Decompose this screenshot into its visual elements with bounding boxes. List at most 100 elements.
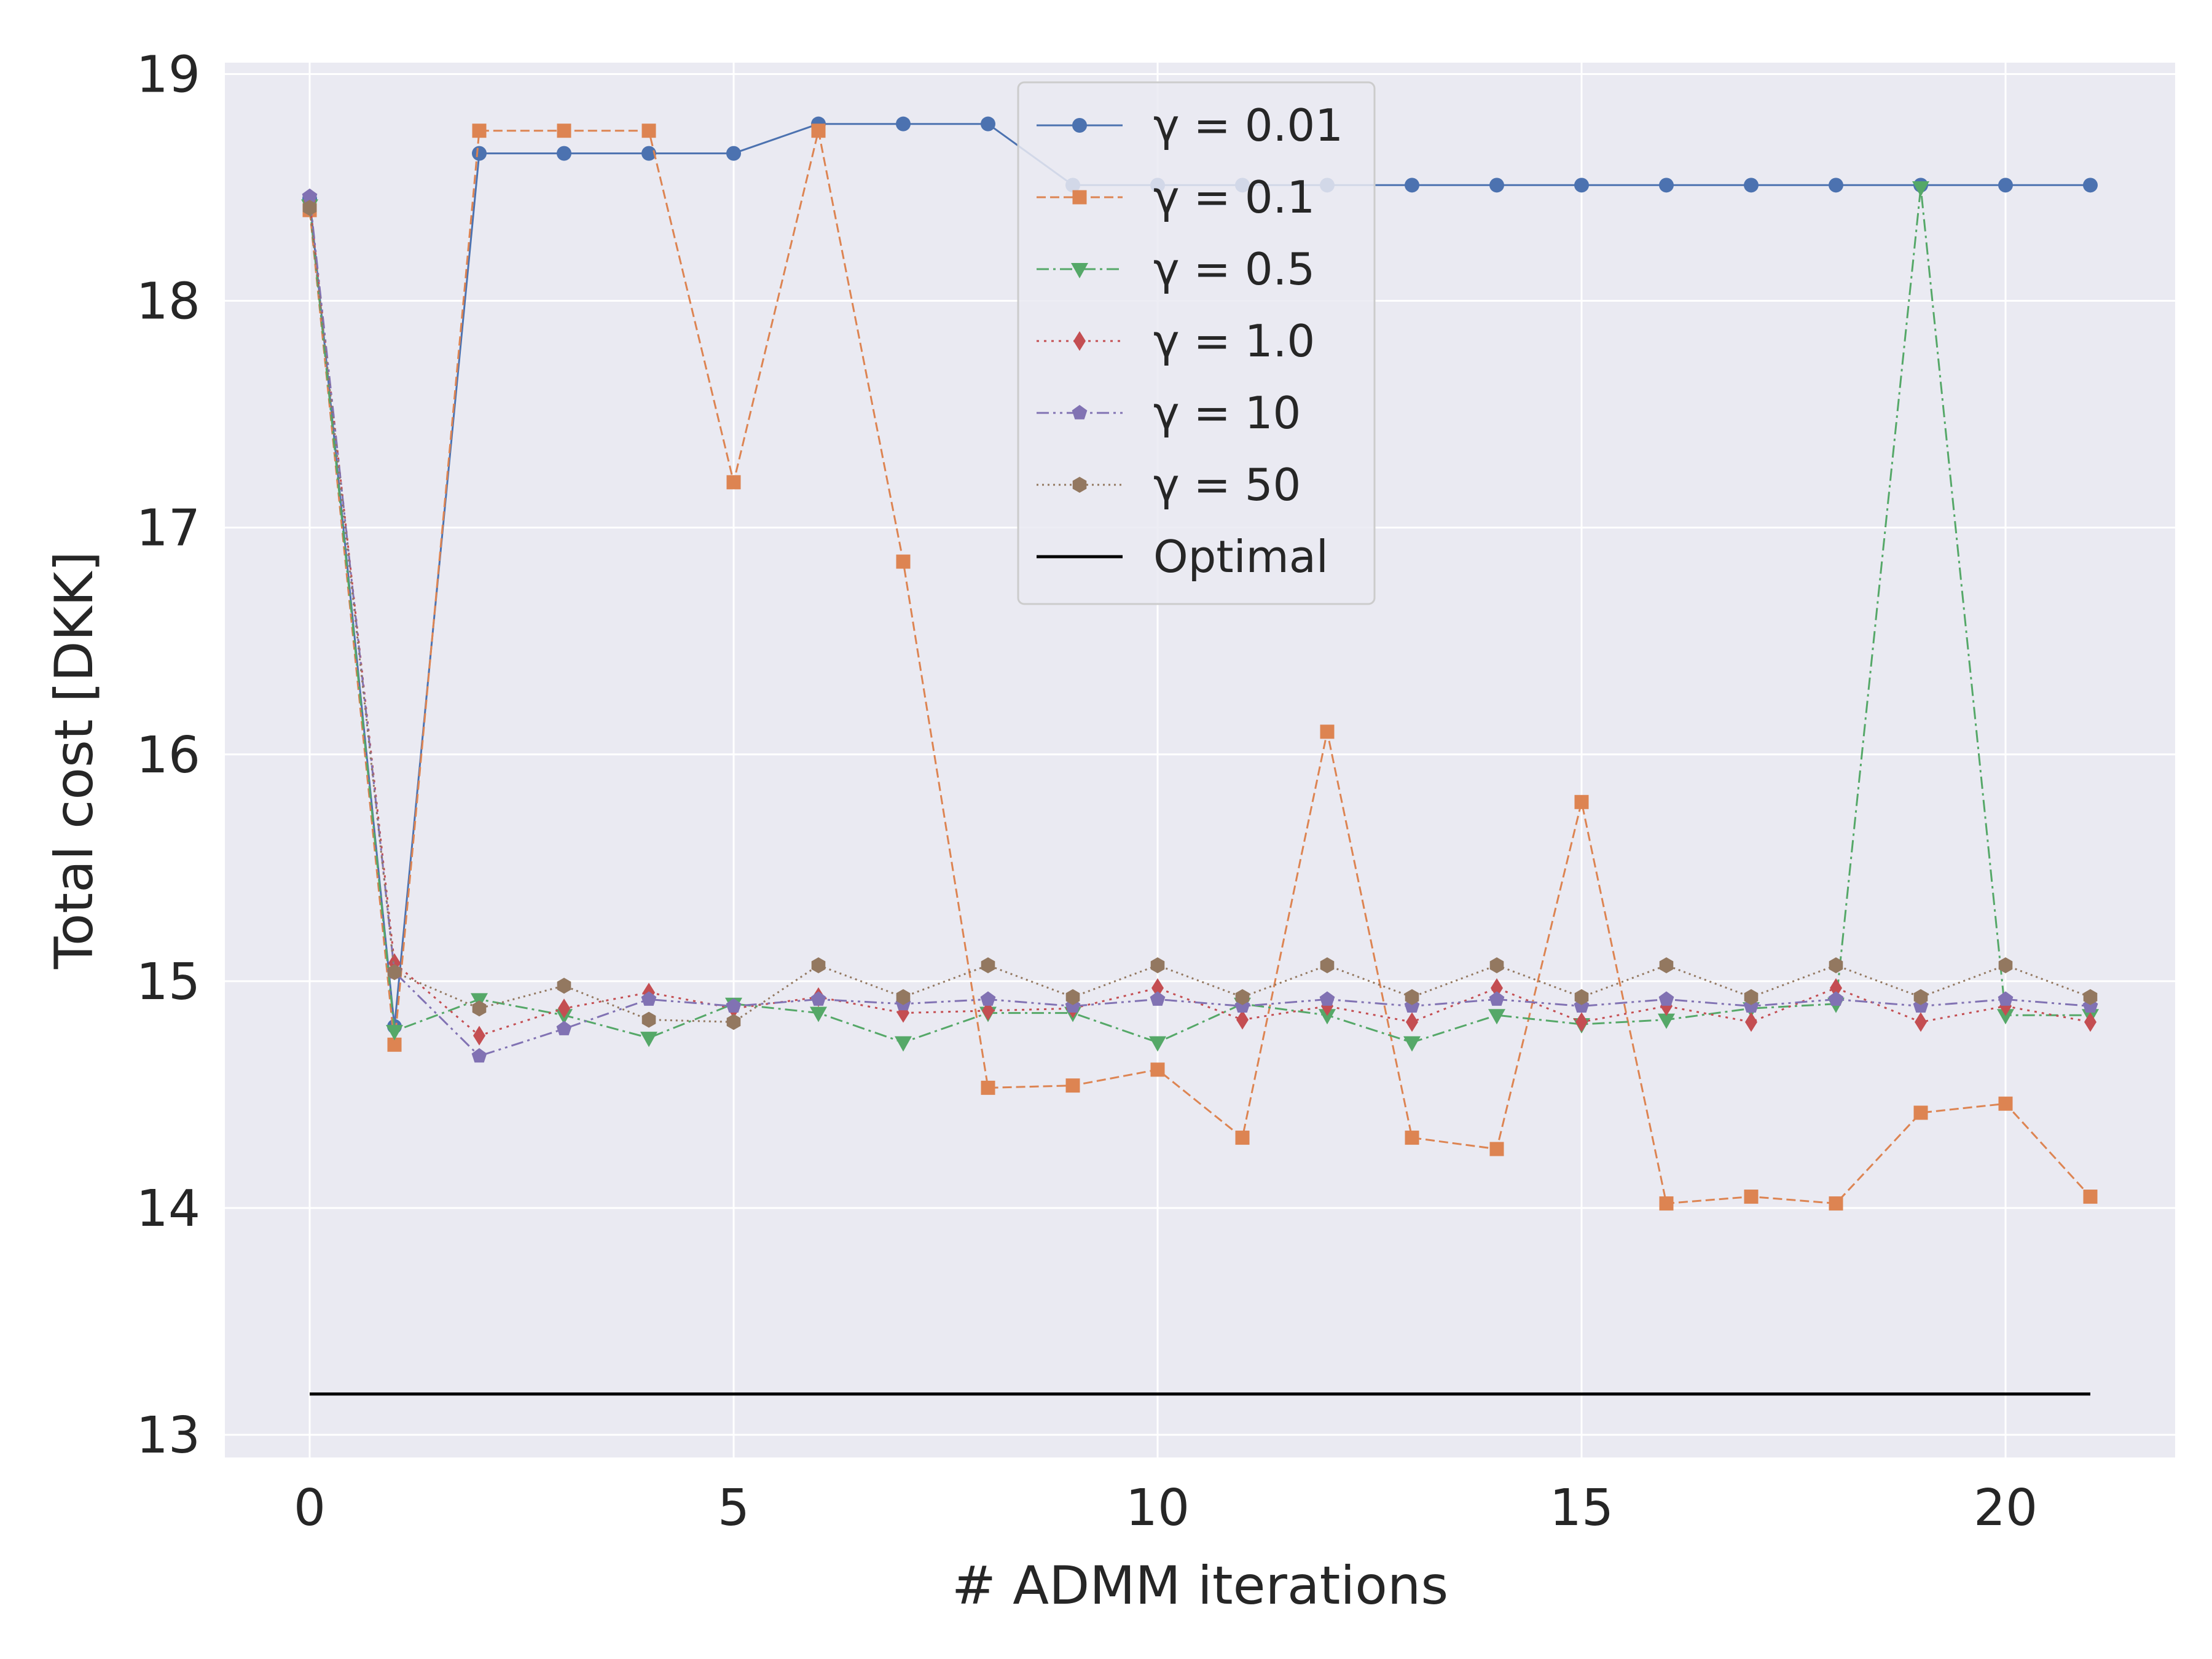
data-point [1744, 178, 1759, 193]
legend-marker [1072, 405, 1088, 420]
data-point [981, 957, 995, 973]
legend: γ = 0.01 γ = 0.1 γ = 0.5 γ = 1.0 γ = 10 γ = 5… [1017, 81, 1376, 605]
series-50 [302, 200, 2098, 1030]
data-point [726, 1014, 741, 1030]
data-point [387, 1037, 402, 1052]
legend-marker [1073, 331, 1086, 351]
legend-label: γ = 50 [1153, 459, 1301, 511]
data-point [810, 991, 826, 1006]
series-line-10 [308, 196, 2091, 1057]
data-point [2083, 178, 2098, 193]
legend-item-10: γ = 10 [1037, 387, 1301, 439]
data-point [1829, 957, 1843, 973]
data-point [302, 200, 317, 216]
x-axis-label: # ADMM iterations [952, 1555, 1448, 1617]
data-point [1574, 178, 1589, 193]
data-point [810, 1006, 827, 1022]
y-tick-label: 17 [136, 500, 200, 558]
legend-marker [1072, 118, 1087, 133]
data-point [1150, 1062, 1165, 1077]
data-point [1489, 991, 1505, 1006]
data-point [556, 1021, 572, 1035]
data-point [1491, 978, 1503, 998]
data-point [557, 146, 571, 161]
data-point [1915, 1012, 1927, 1032]
data-point [980, 991, 996, 1006]
x-tick-label: 20 [1974, 1479, 2037, 1537]
data-point [2083, 989, 2098, 1005]
data-point [1403, 1036, 1421, 1052]
data-point [1828, 991, 1844, 1006]
data-point [1744, 1190, 1759, 1204]
data-point [2083, 1190, 2098, 1204]
data-point [1913, 989, 1928, 1005]
x-tick-label: 5 [718, 1479, 750, 1537]
data-point [1574, 794, 1589, 809]
series-0-1 [302, 124, 2098, 1211]
y-tick-label: 18 [136, 273, 200, 331]
data-point [896, 554, 911, 569]
data-point [895, 1036, 912, 1052]
data-point [386, 1025, 403, 1041]
y-axis-label: Total cost [DKK] [44, 551, 105, 970]
legend-marker [1071, 263, 1088, 278]
data-point [641, 124, 656, 138]
data-point [726, 475, 741, 490]
data-point [1745, 1012, 1757, 1032]
data-point [1659, 1196, 1674, 1211]
data-point [1319, 991, 1335, 1006]
data-point [811, 957, 826, 973]
legend-label: γ = 1.0 [1153, 315, 1315, 367]
data-point [726, 146, 741, 161]
data-point [896, 989, 911, 1005]
data-point [557, 978, 571, 994]
data-point [811, 124, 826, 138]
legend-marker [1072, 190, 1087, 205]
x-tick-label: 10 [1126, 1479, 1190, 1537]
data-point [1235, 1131, 1250, 1145]
data-point [1829, 1196, 1843, 1211]
legend-label: γ = 0.5 [1153, 243, 1315, 295]
data-point [726, 998, 742, 1013]
data-point [2084, 1012, 2096, 1032]
legend-label: γ = 0.1 [1153, 171, 1315, 223]
series-line-0-1 [308, 130, 2092, 1205]
data-point [1235, 989, 1250, 1005]
legend-marker [1072, 477, 1087, 493]
data-point [1998, 178, 2013, 193]
data-point [472, 1000, 487, 1017]
data-point [1998, 957, 2013, 973]
y-tick-label: 19 [136, 45, 200, 104]
data-point [471, 1048, 487, 1063]
data-point [473, 1026, 485, 1046]
data-point [1236, 1010, 1249, 1030]
series-line-1-0 [308, 201, 2091, 1037]
data-point [1405, 1131, 1419, 1145]
data-point [472, 146, 487, 161]
legend-label: Optimal [1153, 531, 1328, 582]
legend-item-50: γ = 50 [1037, 459, 1301, 511]
legend-label: γ = 10 [1153, 387, 1301, 439]
data-point [896, 116, 911, 131]
legend-item-1-0: γ = 1.0 [1037, 315, 1315, 367]
data-point [1659, 957, 1674, 973]
data-point [1149, 1036, 1166, 1052]
data-point [1829, 178, 1843, 193]
data-point [1150, 991, 1166, 1006]
data-point [1151, 978, 1164, 998]
y-tick-label: 15 [136, 953, 200, 1011]
data-point [1998, 991, 2014, 1006]
x-tick-label: 15 [1550, 1479, 1614, 1537]
data-point [641, 146, 656, 161]
y-tick-label: 13 [136, 1406, 200, 1465]
data-point [1489, 1142, 1504, 1156]
data-point [981, 116, 995, 131]
data-point [1574, 989, 1589, 1005]
data-point [1913, 1105, 1928, 1120]
y-tick-label: 14 [136, 1180, 200, 1238]
data-point [641, 1011, 656, 1028]
data-point [1830, 978, 1842, 998]
x-tick-label: 0 [294, 1479, 326, 1537]
legend-item-optimal: Optimal [1037, 531, 1328, 582]
